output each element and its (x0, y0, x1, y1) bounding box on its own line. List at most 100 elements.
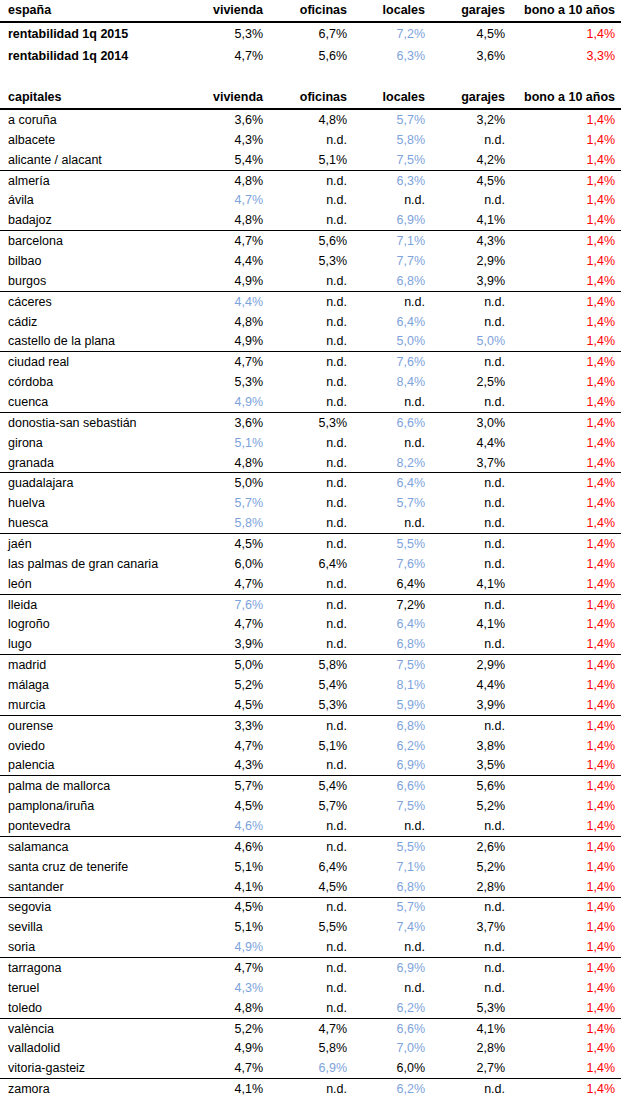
cell-garajes: 5,6% (431, 776, 511, 796)
row-label: castello de la plana (0, 331, 205, 351)
cell-oficinas: n.d. (269, 331, 353, 351)
cell-locales: 5,7% (353, 493, 431, 513)
cell-garajes: n.d. (431, 190, 511, 210)
cell-locales: n.d. (353, 392, 431, 412)
column-header-locales: locales (353, 0, 431, 22)
table-row: donostia-san sebastián3,6%5,3%6,6%3,0%1,… (0, 412, 621, 432)
row-label: granada (0, 453, 205, 473)
cell-bono-10y: 1,4% (511, 978, 621, 998)
table-row: burgos4,9%n.d.6,8%3,9%1,4% (0, 271, 621, 291)
table-row: zamora4,1%n.d.6,2%n.d.1,4% (0, 1079, 621, 1099)
cell-locales: n.d. (353, 816, 431, 836)
cell-vivienda: 4,9% (205, 392, 269, 412)
table-row: rentabilidad 1q 20155,3%6,7%7,2%4,5%1,4% (0, 22, 621, 45)
row-label: soria (0, 937, 205, 957)
cell-bono-10y: 1,4% (511, 1099, 621, 1103)
cell-bono-10y: 1,4% (511, 1039, 621, 1059)
row-label: pamplona/iruña (0, 796, 205, 816)
cell-bono-10y: 1,4% (511, 937, 621, 957)
cell-vivienda: 4,8% (205, 312, 269, 332)
cell-locales: 6,4% (353, 614, 431, 634)
espana-table: españa vivienda oficinas locales garajes… (0, 0, 621, 67)
row-label: huesca (0, 513, 205, 533)
table-row: huelva5,7%n.d.5,7%n.d.1,4% (0, 493, 621, 513)
cell-garajes: 4,5% (431, 170, 511, 190)
cell-bono-10y: 1,4% (511, 473, 621, 493)
cell-oficinas: n.d. (269, 634, 353, 654)
cell-vivienda: 4,7% (205, 231, 269, 251)
row-label: almería (0, 170, 205, 190)
table-row: logroño4,7%n.d.6,4%4,1%1,4% (0, 614, 621, 634)
cell-garajes: 3,9% (431, 271, 511, 291)
table-row: cuenca4,9%n.d.n.d.n.d.1,4% (0, 392, 621, 412)
cell-locales: 5,9% (353, 695, 431, 715)
table-row: valladolid4,9%5,8%7,0%2,8%1,4% (0, 1039, 621, 1059)
cell-bono-10y: 1,4% (511, 352, 621, 372)
cell-vivienda: 4,8% (205, 998, 269, 1018)
cell-vivienda: 4,3% (205, 756, 269, 776)
cell-bono-10y: 1,4% (511, 897, 621, 917)
table-row: lugo3,9%n.d.6,8%n.d.1,4% (0, 634, 621, 654)
cell-oficinas: 5,5% (269, 917, 353, 937)
cell-bono-10y: 1,4% (511, 372, 621, 392)
cell-vivienda: 4,8% (205, 170, 269, 190)
cell-locales: 5,7% (353, 897, 431, 917)
table-row: tarragona4,7%n.d.6,9%n.d.1,4% (0, 958, 621, 978)
cell-bono-10y: 1,4% (511, 130, 621, 150)
cell-garajes: 5,3% (431, 998, 511, 1018)
cell-vivienda: 4,7% (205, 736, 269, 756)
cell-bono-10y: 1,4% (511, 736, 621, 756)
cell-bono-10y: 3,3% (511, 45, 621, 67)
row-label: rentabilidad 1q 2015 (0, 22, 205, 45)
cell-bono-10y: 1,4% (511, 675, 621, 695)
cell-garajes: n.d. (431, 392, 511, 412)
cell-locales: 6,9% (353, 958, 431, 978)
column-header-espana: españa (0, 0, 205, 22)
row-label: teruel (0, 978, 205, 998)
cell-locales: 6,3% (353, 170, 431, 190)
cell-oficinas: n.d. (269, 574, 353, 594)
cell-locales: 6,6% (353, 1018, 431, 1038)
table-row: bilbao4,4%5,3%7,7%2,9%1,4% (0, 251, 621, 271)
cell-garajes: 2,8% (431, 1039, 511, 1059)
cell-vivienda: 4,4% (205, 251, 269, 271)
cell-locales: 6,0% (353, 1058, 431, 1078)
cell-vivienda: 6,0% (205, 554, 269, 574)
table-row: barcelona4,7%5,6%7,1%4,3%1,4% (0, 231, 621, 251)
cell-oficinas: 5,3% (269, 412, 353, 432)
cell-bono-10y: 1,4% (511, 756, 621, 776)
cell-oficinas: 5,6% (269, 231, 353, 251)
cell-oficinas: 4,8% (269, 109, 353, 130)
row-label: salamanca (0, 836, 205, 856)
column-header-garajes: garajes (431, 87, 511, 109)
row-label: cádiz (0, 312, 205, 332)
table-row: lleida7,6%n.d.7,2%n.d.1,4% (0, 594, 621, 614)
row-label: málaga (0, 675, 205, 695)
row-label: huelva (0, 493, 205, 513)
espana-header-row: españa vivienda oficinas locales garajes… (0, 0, 621, 22)
cell-vivienda: 3,3% (205, 715, 269, 735)
cell-bono-10y: 1,4% (511, 453, 621, 473)
cell-locales: 5,5% (353, 534, 431, 554)
row-label: barcelona (0, 231, 205, 251)
cell-garajes: 3,0% (431, 412, 511, 432)
cell-locales: n.d. (353, 433, 431, 453)
cell-bono-10y: 1,4% (511, 614, 621, 634)
row-label: guadalajara (0, 473, 205, 493)
cell-oficinas: n.d. (269, 1079, 353, 1099)
cell-bono-10y: 1,4% (511, 331, 621, 351)
column-header-vivienda: vivienda (205, 0, 269, 22)
cell-locales: 7,4% (353, 917, 431, 937)
cell-vivienda: 4,8% (205, 453, 269, 473)
cell-locales: 7,5% (353, 796, 431, 816)
table-row: palma de mallorca5,7%5,4%6,6%5,6%1,4% (0, 776, 621, 796)
row-label: vitoria-gasteiz (0, 1058, 205, 1078)
cell-garajes: n.d. (431, 816, 511, 836)
cell-oficinas: n.d. (269, 897, 353, 917)
cell-vivienda: 3,6% (205, 412, 269, 432)
cell-garajes: 4,4% (431, 675, 511, 695)
cell-oficinas: 6,4% (269, 1099, 353, 1103)
cell-garajes: n.d. (431, 291, 511, 311)
cell-locales: 6,4% (353, 574, 431, 594)
cell-oficinas: 6,7% (269, 22, 353, 45)
